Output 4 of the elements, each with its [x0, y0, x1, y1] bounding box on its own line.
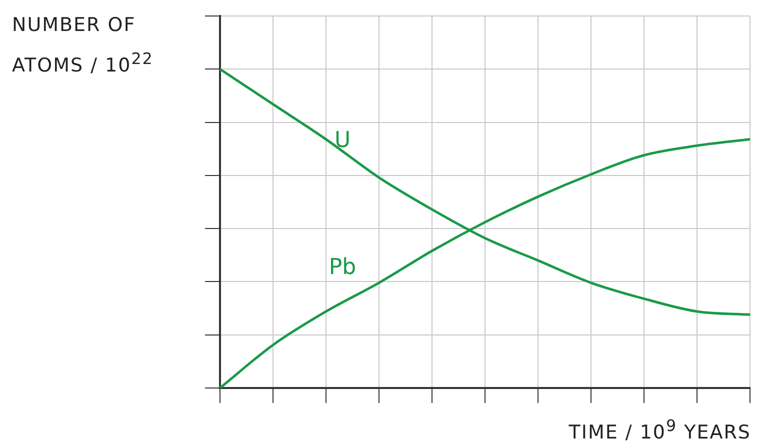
y-axis-title: NUMBER OF ATOMS / 10$^{22}$ [12, 13, 154, 78]
series-label: U [334, 128, 351, 154]
x-axis-title: TIME / 10$^{9}$ YEARS [568, 416, 751, 444]
series-label: Pb [328, 254, 356, 280]
